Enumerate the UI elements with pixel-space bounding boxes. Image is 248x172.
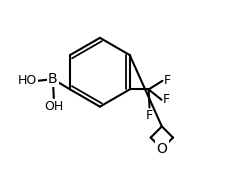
Text: OH: OH: [44, 100, 63, 113]
Text: O: O: [156, 142, 167, 156]
Text: HO: HO: [17, 74, 37, 87]
Text: B: B: [48, 72, 58, 86]
Text: F: F: [163, 74, 170, 87]
Text: F: F: [146, 109, 153, 122]
Text: F: F: [162, 93, 170, 106]
